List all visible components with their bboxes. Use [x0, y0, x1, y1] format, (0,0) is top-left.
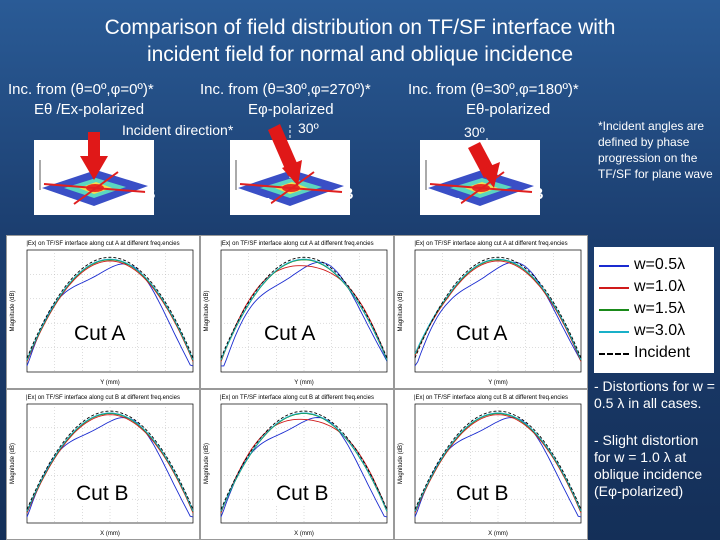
plot-title: |Ex| on TF/SF interface along cut A at d…	[26, 241, 179, 247]
column-3-polarization: Eθ-polarized	[466, 101, 551, 118]
plot-ylabel: Magnitude (dB)	[10, 290, 16, 331]
legend-entry: w=0.5λ	[594, 255, 714, 275]
column-2-polarization: Eφ-polarized	[248, 101, 334, 118]
legend-swatch	[599, 265, 629, 267]
plot-series-line	[414, 260, 582, 362]
slide-title: Comparison of field distribution on TF/S…	[0, 14, 720, 68]
column-2-header: Inc. from (θ=30º,φ=270º)*	[200, 81, 371, 98]
legend-label: w=1.5λ	[634, 300, 686, 317]
legend-label: Incident	[634, 344, 691, 361]
point-b-label-3: B	[532, 186, 544, 203]
plot-xlabel: X (mm)	[488, 531, 508, 537]
plot-incident-line	[220, 256, 388, 359]
plot-title: |Ex| on TF/SF interface along cut B at d…	[26, 395, 180, 401]
plot-incident-line	[414, 256, 582, 359]
cut-b-label-col1: Cut B	[74, 482, 131, 506]
plot-ylabel: Magnitude (dB)	[398, 290, 404, 331]
plot-series-line	[220, 418, 388, 514]
plot-series-line	[26, 260, 194, 362]
cut-a-label-col2: Cut A	[262, 322, 318, 346]
legend-label: w=3.0λ	[634, 322, 686, 339]
plot-xlabel: Y (mm)	[100, 380, 120, 386]
plot-title: |Ex| on TF/SF interface along cut A at d…	[414, 241, 567, 247]
plot-cut-b-col1: |Ex| on TF/SF interface along cut B at d…	[6, 389, 200, 540]
plot-series-line	[220, 258, 388, 360]
title-line-2: incident field for normal and oblique in…	[146, 43, 574, 66]
plot-series-line	[26, 414, 194, 514]
plot-xlabel: Y (mm)	[488, 380, 508, 386]
plot-series-line	[220, 265, 388, 362]
comment-distortion-05: - Distortions for w = 0.5 λ in all cases…	[594, 378, 715, 411]
incident-arrow-3	[468, 138, 500, 188]
plot-ylabel: Magnitude (dB)	[204, 443, 210, 484]
plot-ylabel: Magnitude (dB)	[398, 443, 404, 484]
plot-incident-line	[414, 410, 582, 510]
plot-cut-b-col2: |Ex| on TF/SF interface along cut B at d…	[200, 389, 394, 540]
legend-entry: Incident	[594, 343, 714, 363]
point-a-label-2: A	[262, 196, 274, 213]
angle-label-col2: 30º	[298, 120, 319, 136]
plot-series-line	[414, 261, 582, 367]
plot-cut-a-col2: |Ex| on TF/SF interface along cut A at d…	[200, 235, 394, 389]
column-1-polarization: Eθ /Ex-polarized	[34, 101, 145, 118]
incident-arrow-2	[268, 124, 302, 186]
plot-title: |Ex| on TF/SF interface along cut B at d…	[414, 395, 568, 401]
title-line-1: Comparison of field distribution on TF/S…	[104, 16, 616, 39]
footnote: *Incident angles are defined by phase pr…	[598, 119, 713, 181]
column-1-header: Inc. from (θ=0º,φ=0º)*	[8, 81, 154, 98]
comment-distortion-10: - Slight distortion for w = 1.0 λ at obl…	[594, 432, 703, 499]
plot-incident-line	[26, 256, 194, 359]
incident-direction-label: Incident direction*	[122, 122, 234, 138]
legend-entry: w=3.0λ	[594, 321, 714, 341]
plot-series-line	[220, 412, 388, 512]
point-a-label-1: A	[64, 196, 76, 213]
plot-series-line	[414, 414, 582, 514]
plot-xlabel: Y (mm)	[294, 380, 314, 386]
plot-series-line	[414, 412, 582, 512]
cut-b-label-col3: Cut B	[454, 482, 511, 506]
plot-cut-a-col3: |Ex| on TF/SF interface along cut A at d…	[394, 235, 588, 389]
plot-cut-a-col1: |Ex| on TF/SF interface along cut A at d…	[6, 235, 200, 389]
legend-entry: w=1.0λ	[594, 277, 714, 297]
plot-series-line	[221, 261, 388, 367]
plot-ylabel: Magnitude (dB)	[204, 290, 210, 331]
legend-swatch	[599, 331, 629, 333]
plot-xlabel: X (mm)	[294, 531, 314, 537]
legend-label: w=1.0λ	[634, 278, 686, 295]
plot-ylabel: Magnitude (dB)	[10, 443, 16, 484]
legend-entry: w=1.5λ	[594, 299, 714, 319]
incident-arrow-1	[80, 132, 108, 180]
legend-label: w=0.5λ	[634, 256, 686, 273]
legend-swatch	[599, 309, 629, 311]
plot-incident-line	[220, 410, 388, 510]
plot-cut-b-col3: |Ex| on TF/SF interface along cut B at d…	[394, 389, 588, 540]
point-b-label-2: B	[342, 186, 354, 203]
plot-xlabel: X (mm)	[100, 531, 120, 537]
plot-legend: w=0.5λ w=1.0λ w=1.5λ w=3.0λ Incident	[594, 247, 714, 373]
point-a-label-3: A	[452, 196, 464, 213]
angle-label-col3: 30º	[464, 124, 485, 140]
point-b-label-1: B	[144, 186, 156, 203]
plot-title: |Ex| on TF/SF interface along cut B at d…	[220, 395, 374, 401]
cut-a-label-col3: Cut A	[454, 322, 510, 346]
plot-title: |Ex| on TF/SF interface along cut A at d…	[220, 241, 373, 247]
plot-incident-line	[26, 410, 194, 510]
cut-a-label-col1: Cut A	[72, 322, 128, 346]
legend-swatch	[599, 287, 629, 289]
column-3-header: Inc. from (θ=30º,φ=180º)*	[408, 81, 579, 98]
cut-b-label-col2: Cut B	[274, 482, 331, 506]
plot-series-line	[26, 258, 194, 360]
plot-series-line	[26, 412, 194, 512]
legend-swatch	[599, 353, 629, 355]
